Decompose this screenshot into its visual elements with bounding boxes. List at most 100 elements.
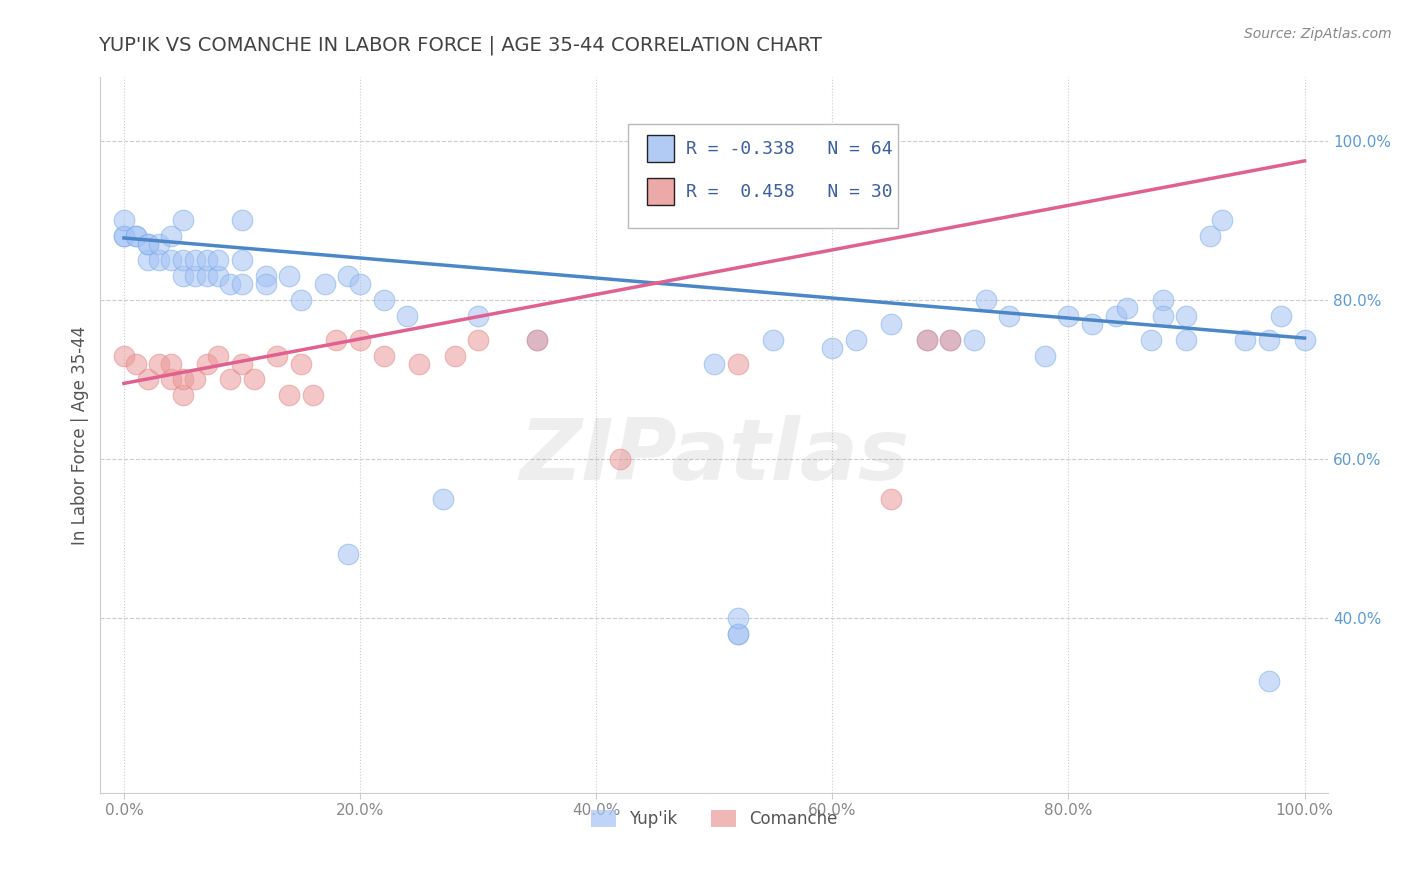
Point	[231, 277, 253, 291]
Point	[1175, 309, 1198, 323]
Point	[172, 372, 194, 386]
Point	[1152, 309, 1174, 323]
Point	[1294, 333, 1316, 347]
Point	[148, 253, 170, 268]
Point	[219, 372, 242, 386]
Point	[314, 277, 336, 291]
Point	[195, 269, 218, 284]
Point	[703, 357, 725, 371]
Point	[148, 237, 170, 252]
Point	[136, 372, 159, 386]
Point	[136, 253, 159, 268]
Point	[727, 626, 749, 640]
Point	[1234, 333, 1257, 347]
Point	[112, 229, 135, 244]
Point	[880, 317, 903, 331]
Point	[184, 253, 207, 268]
Point	[1211, 213, 1233, 227]
Point	[290, 357, 312, 371]
Point	[325, 333, 347, 347]
Text: Source: ZipAtlas.com: Source: ZipAtlas.com	[1244, 27, 1392, 41]
Point	[467, 333, 489, 347]
FancyBboxPatch shape	[628, 124, 898, 227]
Point	[396, 309, 419, 323]
Point	[195, 357, 218, 371]
Point	[172, 269, 194, 284]
Point	[408, 357, 430, 371]
Point	[231, 253, 253, 268]
Point	[349, 277, 371, 291]
Point	[172, 213, 194, 227]
Point	[939, 333, 962, 347]
Point	[207, 269, 229, 284]
Point	[160, 357, 183, 371]
Point	[1116, 301, 1139, 315]
Point	[443, 349, 465, 363]
Point	[1081, 317, 1104, 331]
Point	[1258, 674, 1281, 689]
Point	[207, 253, 229, 268]
Point	[762, 333, 785, 347]
Point	[609, 451, 631, 466]
Point	[974, 293, 997, 307]
Point	[125, 229, 148, 244]
FancyBboxPatch shape	[647, 178, 673, 205]
Point	[880, 491, 903, 506]
Point	[184, 269, 207, 284]
Point	[1104, 309, 1126, 323]
Point	[136, 237, 159, 252]
Point	[207, 349, 229, 363]
Point	[136, 237, 159, 252]
Point	[1057, 309, 1080, 323]
Point	[112, 229, 135, 244]
Point	[998, 309, 1021, 323]
Text: ZIPatlas: ZIPatlas	[519, 415, 910, 498]
Point	[112, 213, 135, 227]
Point	[727, 611, 749, 625]
Point	[1033, 349, 1056, 363]
Point	[195, 253, 218, 268]
Point	[467, 309, 489, 323]
Point	[337, 269, 360, 284]
Point	[337, 547, 360, 561]
Point	[1140, 333, 1163, 347]
Point	[821, 341, 844, 355]
Point	[290, 293, 312, 307]
Point	[112, 349, 135, 363]
Point	[231, 357, 253, 371]
Point	[278, 388, 301, 402]
Point	[1152, 293, 1174, 307]
Point	[432, 491, 454, 506]
Text: YUP'IK VS COMANCHE IN LABOR FORCE | AGE 35-44 CORRELATION CHART: YUP'IK VS COMANCHE IN LABOR FORCE | AGE …	[98, 36, 823, 55]
Point	[231, 213, 253, 227]
Point	[1258, 333, 1281, 347]
Point	[184, 372, 207, 386]
Point	[963, 333, 986, 347]
Point	[172, 253, 194, 268]
Point	[1199, 229, 1222, 244]
Point	[254, 269, 277, 284]
Point	[125, 229, 148, 244]
Point	[160, 253, 183, 268]
Text: R = -0.338   N = 64: R = -0.338 N = 64	[686, 140, 893, 158]
Point	[1270, 309, 1292, 323]
Point	[373, 349, 395, 363]
Point	[160, 229, 183, 244]
Point	[373, 293, 395, 307]
Point	[1175, 333, 1198, 347]
Point	[160, 372, 183, 386]
Point	[278, 269, 301, 284]
Point	[125, 357, 148, 371]
Point	[148, 357, 170, 371]
Point	[219, 277, 242, 291]
Point	[526, 333, 548, 347]
Point	[939, 333, 962, 347]
Point	[727, 357, 749, 371]
Point	[172, 388, 194, 402]
Point	[915, 333, 938, 347]
Point	[526, 333, 548, 347]
Point	[243, 372, 266, 386]
Point	[254, 277, 277, 291]
Point	[915, 333, 938, 347]
Point	[266, 349, 288, 363]
